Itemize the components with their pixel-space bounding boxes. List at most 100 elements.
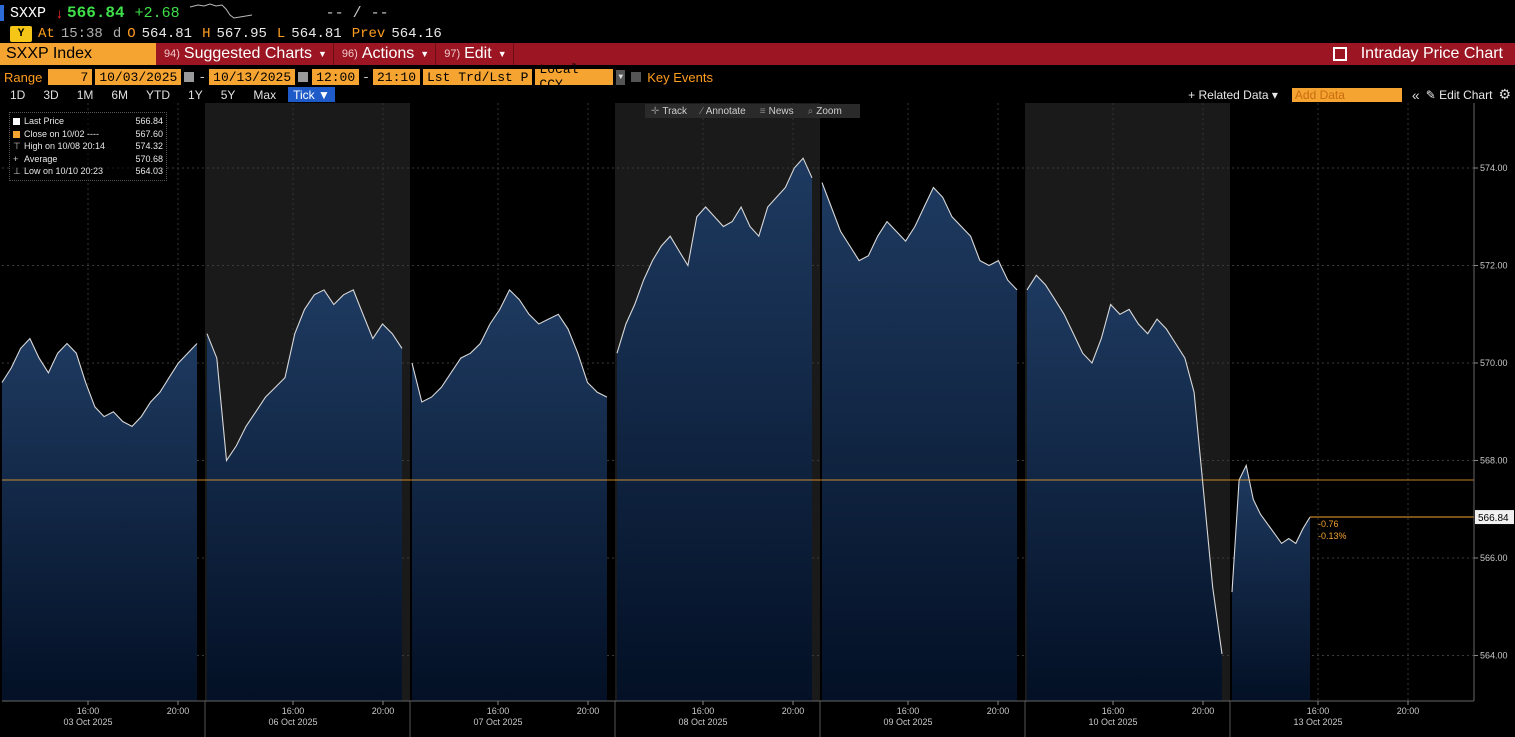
pencil-icon: ⁄ (701, 105, 703, 117)
prev-value: 564.16 (391, 26, 442, 42)
time-separator: - (362, 69, 370, 85)
legend-row-close: Close on 10/02 ---- 567.60 (13, 128, 163, 141)
average-marker-icon: + (13, 153, 19, 164)
range-value-input[interactable]: 7 (48, 69, 93, 85)
price-line-7 (1231, 463, 1311, 593)
chart-legend[interactable]: Last Price 566.84 Close on 10/02 ---- 56… (9, 112, 167, 181)
add-data-input[interactable]: Add Data (1291, 87, 1402, 102)
collapse-icon[interactable]: « (1411, 86, 1420, 103)
x-tick-label: 16:00 (897, 706, 920, 716)
news-button[interactable]: News (768, 105, 794, 117)
d-label: d (112, 26, 122, 42)
legend-value: 566.84 (135, 116, 163, 126)
x-date-label: 13 Oct 2025 (1293, 717, 1342, 727)
chart-tools: + Related Data ▾ Add Data « ✎ Edit Chart… (1188, 86, 1515, 103)
legend-value: 574.32 (135, 141, 163, 152)
legend-label: Average (24, 153, 58, 164)
menu-bar: SXXP Index 94) Suggested Charts ▼ 96) Ac… (0, 43, 1515, 65)
ticker-symbol[interactable]: SXXP (10, 4, 47, 22)
zoom-icon: ⌕ (807, 105, 814, 117)
gear-icon[interactable]: ⚙ (1498, 86, 1511, 102)
price-chart[interactable]: 564.00 566.00 568.00 570.00 572.00 574.00 566.… (0, 103, 1515, 737)
prev-label: Prev (351, 26, 386, 42)
edit-menu[interactable]: 97) Edit ▼ (444, 43, 514, 65)
yellow-key-icon[interactable]: Y (10, 26, 32, 42)
period-3d[interactable]: 3D (43, 87, 59, 102)
y-tick-label: 568.00 (1480, 456, 1508, 466)
legend-label: Last Price (24, 116, 65, 126)
x-date-label: 09 Oct 2025 (883, 717, 932, 727)
caret-down-icon[interactable]: ▼ (616, 69, 626, 85)
currency-select[interactable]: Local CCY (535, 62, 614, 92)
last-price-tag (1475, 510, 1514, 525)
annotate-button[interactable]: Annotate (705, 105, 746, 117)
price-line-2 (206, 289, 403, 463)
legend-row-high: ⊤ High on 10/08 20:14 574.32 (13, 140, 163, 153)
chart-canvas[interactable]: 564.00 566.00 568.00 570.00 572.00 574.00 566.… (0, 103, 1515, 737)
open-label: O (127, 26, 136, 42)
tick-button[interactable]: Tick ▼ (288, 87, 335, 102)
y-tick-label: 566.00 (1480, 553, 1508, 563)
period-1m[interactable]: 1M (76, 87, 94, 102)
security-field[interactable]: SXXP Index (0, 43, 156, 65)
y-tick-label: 572.00 (1480, 261, 1508, 271)
x-date-label: 10 Oct 2025 (1088, 717, 1137, 727)
suggested-charts-menu[interactable]: 94) Suggested Charts ▼ (164, 43, 334, 65)
x-tick-label: 20:00 (167, 706, 190, 716)
related-data-button[interactable]: + Related Data ▾ (1188, 87, 1278, 102)
period-1y[interactable]: 1Y (188, 87, 203, 102)
edit-chart-button[interactable]: ✎ Edit Chart (1425, 87, 1493, 102)
track-button[interactable]: Track (662, 105, 688, 117)
quote-time: 15:38 (60, 26, 103, 42)
menu-label: Suggested Charts (183, 45, 312, 62)
menu-number: 94) (164, 48, 180, 60)
legend-row-last-price: Last Price 566.84 (13, 115, 163, 128)
menu-number: 96) (341, 48, 358, 60)
low-value: 564.81 (291, 26, 342, 42)
function-title: Intraday Price Chart (1332, 43, 1503, 65)
x-tick-label: 16:00 (282, 706, 305, 716)
bid-ask: -- / -- (325, 4, 389, 22)
start-time-input[interactable]: 12:00 (312, 69, 360, 85)
at-label: At (38, 26, 55, 42)
x-tick-label: 16:00 (487, 706, 510, 716)
legend-value: 564.03 (135, 166, 163, 177)
price-area-1 (2, 338, 197, 701)
blue-marker (0, 5, 4, 21)
calendar-icon[interactable] (298, 72, 309, 82)
y-tick-label: 574.00 (1480, 163, 1508, 173)
price-area-7 (1232, 465, 1310, 701)
net-change: +2.68 (134, 4, 180, 22)
change-annotation: -0.13% (1318, 531, 1347, 541)
price-area-6 (1027, 275, 1222, 701)
price-line-5 (821, 182, 1018, 291)
period-6m[interactable]: 6M (111, 87, 129, 102)
x-tick-label: 20:00 (987, 706, 1010, 716)
period-bar: 1D 3D 1M 6M YTD 1Y 5Y Max Tick ▼ + Relat… (0, 86, 1515, 103)
calendar-icon[interactable] (184, 72, 195, 82)
caret-down-icon: ▼ (317, 49, 327, 59)
legend-row-low: ⊥ Low on 10/10 20:23 564.03 (13, 165, 163, 178)
price-area-4 (617, 158, 812, 701)
start-date-input[interactable]: 10/03/2025 (95, 69, 182, 85)
external-link-icon[interactable] (1332, 47, 1347, 61)
actions-menu[interactable]: 96) Actions ▼ (341, 43, 437, 65)
legend-value: 567.60 (135, 128, 163, 139)
end-time-input[interactable]: 21:10 (372, 69, 420, 85)
key-events-checkbox[interactable] (631, 72, 642, 82)
end-date-input[interactable]: 10/13/2025 (209, 69, 296, 85)
period-ytd[interactable]: YTD (146, 87, 171, 102)
x-date-label: 03 Oct 2025 (63, 717, 112, 727)
high-label: H (202, 26, 211, 42)
period-5y[interactable]: 5Y (220, 87, 236, 102)
function-title-text: Intraday Price Chart (1360, 45, 1503, 62)
open-value: 564.81 (141, 26, 193, 42)
period-max[interactable]: Max (253, 87, 277, 102)
zoom-button[interactable]: Zoom (816, 105, 842, 117)
period-1d[interactable]: 1D (10, 87, 26, 102)
field-select[interactable]: Lst Trd/Lst P (423, 69, 533, 85)
chart-tool-chips: ✛ Track ⁄ Annotate ≡ News ⌕ Zoom (645, 104, 860, 118)
x-tick-label: 16:00 (692, 706, 715, 716)
high-marker-icon: ⊤ (13, 141, 21, 152)
x-date-label: 08 Oct 2025 (678, 717, 727, 727)
